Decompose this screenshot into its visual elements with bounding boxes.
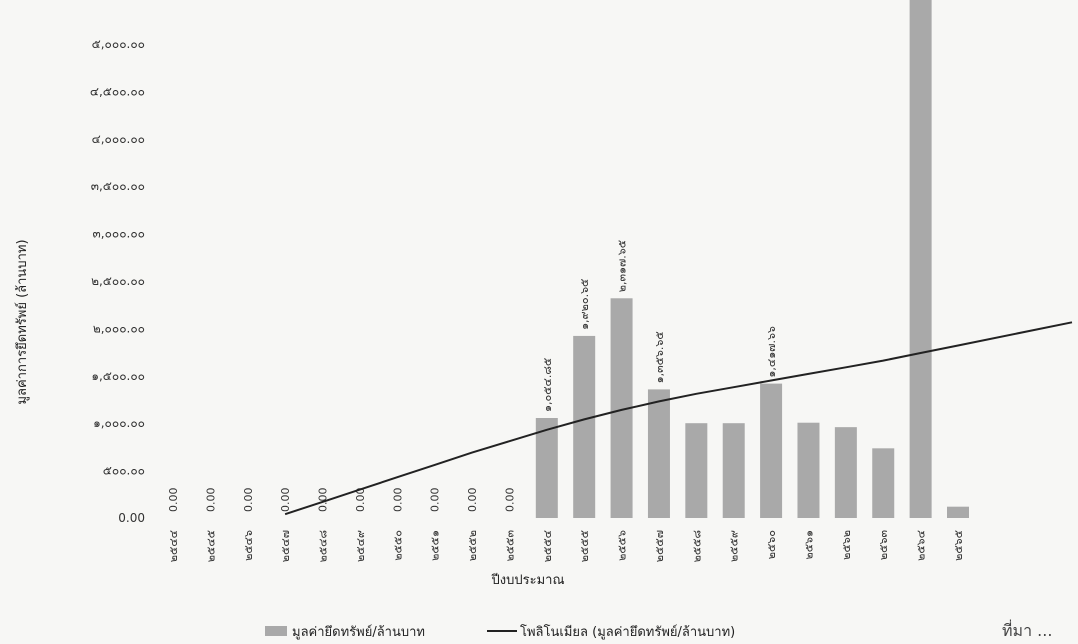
x-tick-label: ๒๕๔๙ <box>354 530 367 562</box>
bar <box>947 506 969 518</box>
bar <box>760 383 783 518</box>
x-tick-label: ๒๕๖๑ <box>802 530 815 560</box>
bar <box>610 298 633 518</box>
y-tick-label: ๒,๕๐๐.๐๐ <box>91 274 145 288</box>
y-tick-label: ๒,๐๐๐.๐๐ <box>93 321 145 335</box>
bar-value-label: 0.00 <box>242 488 255 513</box>
bar-value-label: 0.00 <box>317 488 330 513</box>
x-tick-label: ๒๕๕๐ <box>391 530 404 561</box>
bar-value-label: 0.00 <box>354 488 367 513</box>
x-tick-label: ๒๕๕๗ <box>653 530 666 562</box>
legend-line-label: โพลิโนเมียล (มูลค่ายึดทรัพย์/ล้านบาท) <box>520 624 735 640</box>
bar-value-label: 0.00 <box>279 488 292 513</box>
x-tick-label: ๒๕๔๕ <box>204 530 217 562</box>
x-tick-label: ๒๕๔๖ <box>242 530 255 561</box>
bar-value-label: 0.00 <box>466 488 479 513</box>
bar <box>647 389 670 518</box>
bar <box>909 0 932 519</box>
bar-value-label: 0.00 <box>391 488 404 513</box>
x-tick-label: ๒๕๕๓ <box>503 530 516 561</box>
y-tick-label: ๓,๐๐๐.๐๐ <box>93 227 145 241</box>
trend-line <box>284 321 1073 516</box>
y-tick-label: ๕,๐๐๐.๐๐ <box>92 37 145 51</box>
x-axis-ticks: ๒๕๔๔ ๒๕๔๕ ๒๕๔๖ ๒๕๔๗ ๒๕๔๘ ๒๕๔๙ ๒๕๕๐ ๒๕๕๑ ๒๕๕๒ ๒๕๕๓… <box>167 530 965 562</box>
bar <box>573 335 596 518</box>
bar-series <box>535 0 969 519</box>
x-tick-label: ๒๕๕๖ <box>616 530 629 561</box>
bar-value-label: ๑,๔๑๗.๖๖ <box>765 326 778 378</box>
x-tick-label: ๒๕๔๘ <box>317 530 330 562</box>
y-tick-label: ๕๐๐.๐๐ <box>103 464 145 478</box>
x-tick-label: ๒๕๕๙ <box>728 530 741 562</box>
y-tick-label: 0.00 <box>118 511 145 525</box>
y-tick-label: ๔,๕๐๐.๐๐ <box>90 84 145 98</box>
bar-value-label: ๑,๓๕๖.๖๕ <box>653 331 666 383</box>
x-tick-label: ๒๕๕๒ <box>466 530 479 561</box>
legend: มูลค่ายึดทรัพย์/ล้านบาท โพลิโนเมียล (มูล… <box>265 624 735 640</box>
bar-value-label: 0.00 <box>204 488 217 513</box>
x-tick-label: ๒๕๖๔ <box>915 530 928 561</box>
bar <box>685 423 708 518</box>
bar-value-label: ๑,๙๒๐.๖๕ <box>578 279 591 330</box>
bar-value-label: 0.00 <box>503 488 516 513</box>
x-tick-label: ๒๕๔๔ <box>167 530 180 562</box>
bar <box>797 422 820 518</box>
x-tick-label: ๒๕๕๔ <box>541 530 554 562</box>
bar-value-label: ๒,๓๑๗.๖๕ <box>616 240 629 292</box>
x-tick-label: ๒๕๕๕ <box>578 530 591 562</box>
y-axis-ticks: 0.00 ๕๐๐.๐๐ ๑,๐๐๐.๐๐ ๑,๕๐๐.๐๐ ๒,๐๐๐.๐๐ ๒,๕๐๐.… <box>90 37 145 525</box>
x-axis-title: ปีงบประมาณ <box>490 572 564 588</box>
bar-value-label: 0.00 <box>167 488 180 513</box>
x-tick-label: ๒๕๖๕ <box>952 530 965 561</box>
bar <box>872 448 895 518</box>
x-tick-label: ๒๕๖๐ <box>765 530 778 559</box>
y-tick-label: ๑,๐๐๐.๐๐ <box>93 416 145 430</box>
x-tick-label: ๒๕๕๑ <box>429 530 442 561</box>
y-tick-label: ๓,๕๐๐.๐๐ <box>91 179 145 193</box>
bar-data-labels: 0.00 0.00 0.00 0.00 0.00 0.00 0.00 0.00 0.00 0.00… <box>167 240 778 512</box>
bar <box>722 423 745 518</box>
x-tick-label: ๒๕๕๘ <box>690 530 703 562</box>
y-tick-label: ๑,๕๐๐.๐๐ <box>91 369 145 383</box>
bar-value-label: 0.00 <box>429 488 442 513</box>
y-axis-title: มูลค่าการยึดทรัพย์ (ล้านบาท) <box>14 239 30 404</box>
footer-text: ที่มา ... <box>1002 619 1052 640</box>
bar <box>834 427 857 518</box>
legend-bar-label: มูลค่ายึดทรัพย์/ล้านบาท <box>292 624 425 640</box>
x-tick-label: ๒๕๖๓ <box>877 530 890 560</box>
bar-value-label: ๑,๐๕๔.๘๕ <box>541 358 554 412</box>
bar <box>535 418 558 518</box>
x-tick-label: ๒๕๔๗ <box>279 530 292 562</box>
x-tick-label: ๒๕๖๒ <box>840 530 853 560</box>
y-tick-label: ๔,๐๐๐.๐๐ <box>92 132 145 146</box>
legend-bar-swatch <box>265 626 287 636</box>
